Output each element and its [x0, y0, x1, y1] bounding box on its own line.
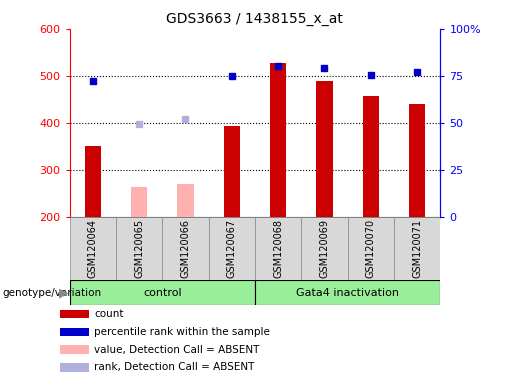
- Bar: [131, 187, 147, 217]
- Text: GSM120068: GSM120068: [273, 219, 283, 278]
- Bar: [60, 346, 89, 354]
- Bar: [363, 96, 379, 217]
- Text: GSM120070: GSM120070: [366, 219, 376, 278]
- Text: count: count: [94, 309, 124, 319]
- Bar: [60, 310, 89, 318]
- Text: control: control: [143, 288, 181, 298]
- Text: GSM120064: GSM120064: [88, 219, 98, 278]
- Title: GDS3663 / 1438155_x_at: GDS3663 / 1438155_x_at: [166, 12, 344, 26]
- Bar: [70, 280, 255, 305]
- Bar: [60, 328, 89, 336]
- Text: Gata4 inactivation: Gata4 inactivation: [296, 288, 399, 298]
- Bar: [348, 217, 394, 280]
- Bar: [84, 146, 101, 217]
- Bar: [301, 217, 348, 280]
- Bar: [70, 217, 116, 280]
- Bar: [116, 217, 162, 280]
- Bar: [255, 280, 440, 305]
- Bar: [177, 184, 194, 217]
- Bar: [162, 217, 209, 280]
- Text: GSM120069: GSM120069: [319, 219, 330, 278]
- Text: genotype/variation: genotype/variation: [3, 288, 101, 298]
- Bar: [255, 217, 301, 280]
- Bar: [209, 217, 255, 280]
- Text: rank, Detection Call = ABSENT: rank, Detection Call = ABSENT: [94, 362, 255, 372]
- Bar: [409, 104, 425, 217]
- Text: GSM120065: GSM120065: [134, 219, 144, 278]
- Text: value, Detection Call = ABSENT: value, Detection Call = ABSENT: [94, 345, 260, 355]
- Bar: [224, 126, 240, 217]
- Bar: [270, 63, 286, 217]
- Text: GSM120067: GSM120067: [227, 219, 237, 278]
- Text: GSM120066: GSM120066: [180, 219, 191, 278]
- Bar: [316, 81, 333, 217]
- Bar: [394, 217, 440, 280]
- Bar: [60, 363, 89, 372]
- Text: ▶: ▶: [59, 286, 69, 299]
- Text: GSM120071: GSM120071: [412, 219, 422, 278]
- Text: percentile rank within the sample: percentile rank within the sample: [94, 327, 270, 337]
